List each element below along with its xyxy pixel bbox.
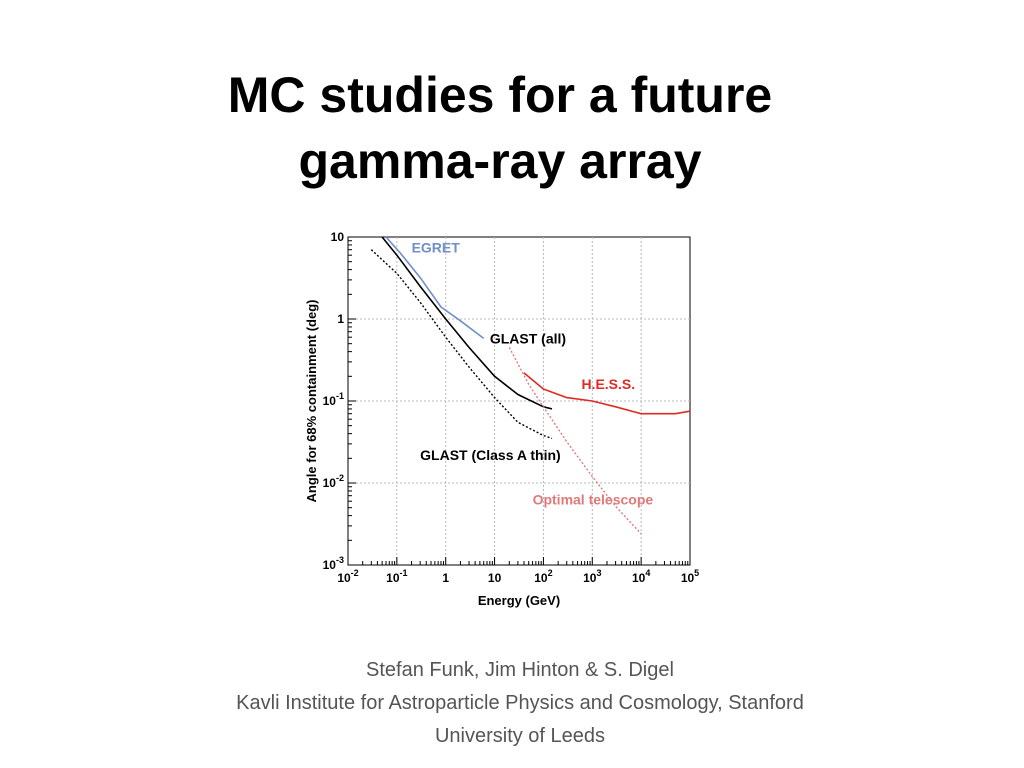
series-optimal-telescope [508, 347, 642, 535]
label-glast-all: GLAST (all) [490, 331, 566, 347]
series-glast-class-a-thin [370, 249, 553, 440]
series-lines [370, 236, 691, 535]
annotations: EGRET GLAST (all) H.E.S.S. GLAST (Class A t… [412, 239, 654, 507]
x-tick-label: 102 [534, 568, 552, 585]
credits: Stefan Funk, Jim Hinton & S. Digel Kavli… [0, 654, 1024, 753]
y-tick-label: 10-2 [323, 473, 344, 490]
x-tick-label: 10 [488, 571, 502, 585]
y-axis-label: Angle for 68% containment (deg) [304, 300, 319, 503]
series-h-e-s-s [523, 372, 691, 415]
credits-authors: Stefan Funk, Jim Hinton & S. Digel [366, 659, 674, 681]
series-egret [385, 236, 485, 340]
x-tick-label: 103 [583, 568, 601, 585]
y-tick-label: 10-3 [323, 555, 344, 572]
slide-title: MC studies for a future gamma-ray array [0, 62, 1000, 194]
y-tick-label: 10-1 [323, 391, 344, 408]
x-tick-label: 1 [442, 571, 449, 585]
slide-title-line-1: MC studies for a future [227, 67, 773, 123]
x-tick-label: 105 [681, 568, 699, 585]
x-axis-label: Energy (GeV) [478, 593, 560, 608]
credits-affiliation-1: Kavli Institute for Astroparticle Physic… [236, 692, 804, 714]
credits-affiliation-2: University of Leeds [434, 725, 606, 747]
slide-title-line-2: gamma-ray array [298, 133, 702, 189]
label-egret: EGRET [412, 239, 461, 255]
plot-frame [347, 236, 691, 566]
x-tick-label: 10-1 [386, 568, 407, 585]
series-glast-all [381, 236, 553, 410]
label-h-e-s-s: H.E.S.S. [581, 376, 635, 392]
x-tick-label: 104 [632, 568, 650, 585]
label-optimal-telescope: Optimal telescope [533, 491, 654, 507]
x-tick-label: 10-2 [337, 568, 358, 585]
y-tick-label: 10 [331, 230, 345, 244]
y-tick-label: 1 [337, 312, 344, 326]
label-glast-class-a-thin: GLAST (Class A thin) [420, 447, 561, 463]
